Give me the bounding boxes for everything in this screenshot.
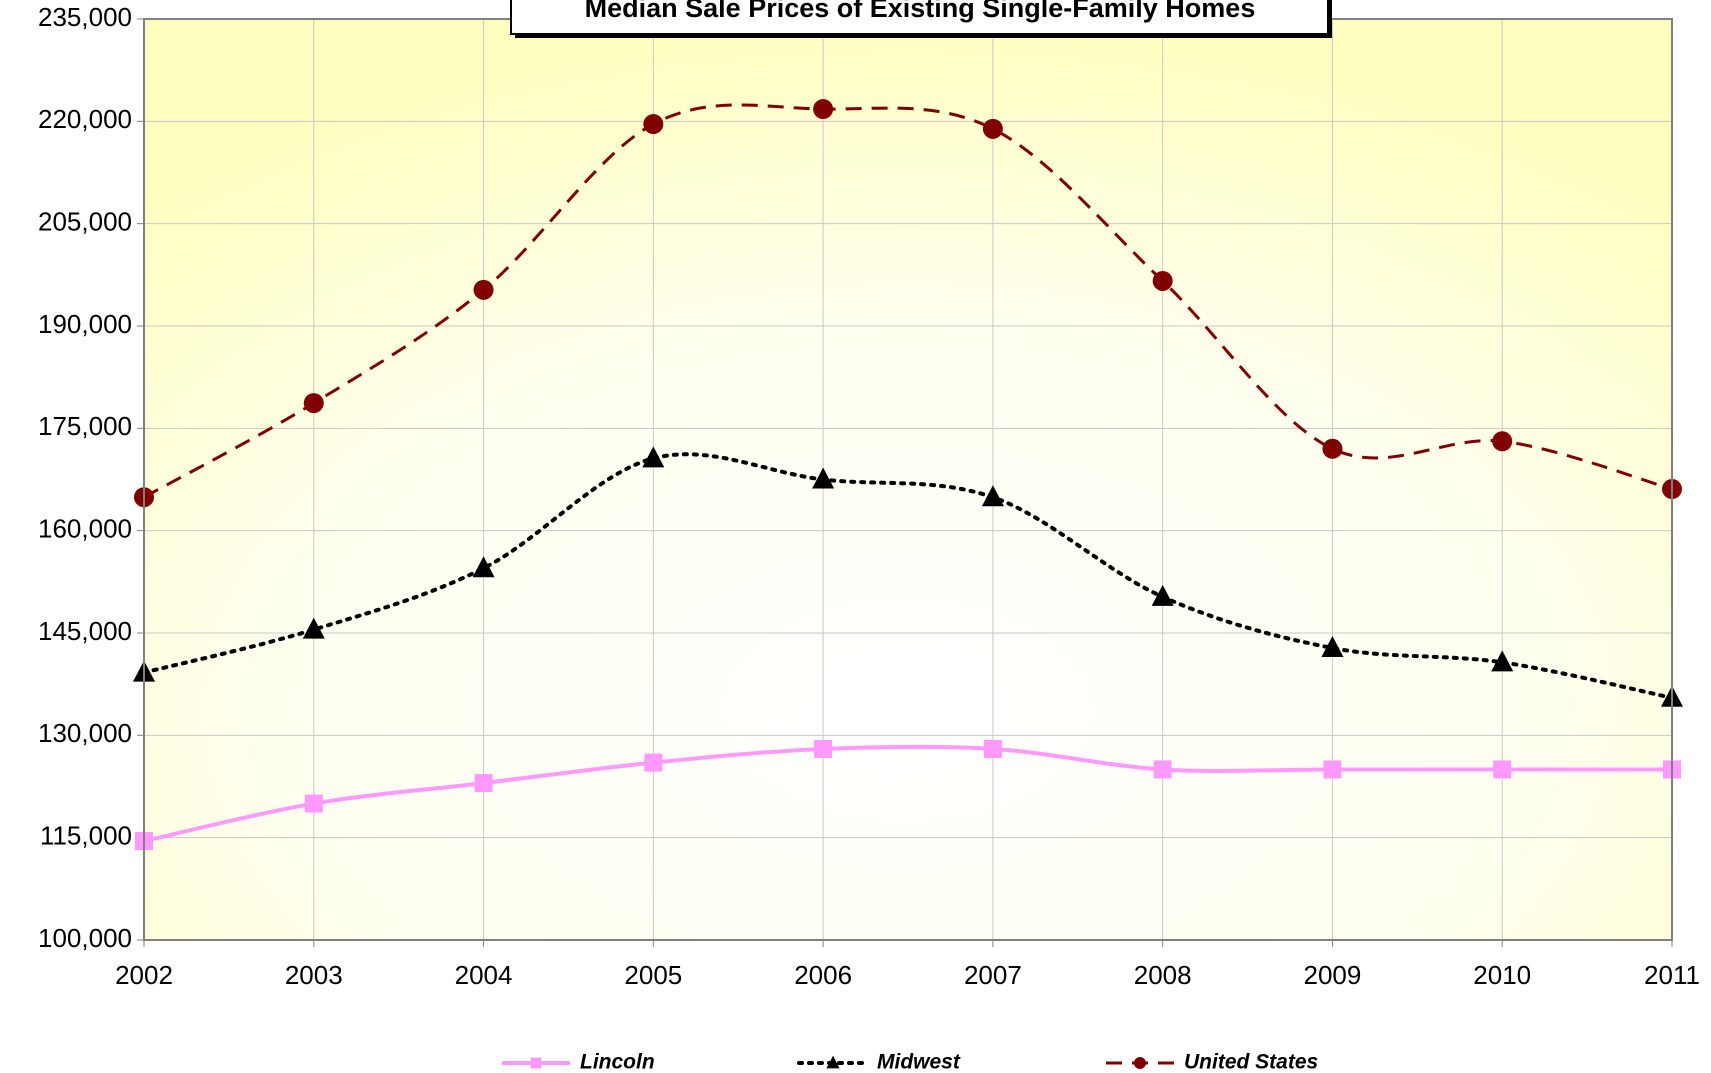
y-tick-label: 220,000	[38, 104, 132, 134]
x-tick-label: 2003	[285, 960, 343, 990]
x-tick-label: 2004	[455, 960, 513, 990]
marker	[474, 774, 493, 793]
x-tick-label: 2008	[1134, 960, 1192, 990]
marker	[1493, 760, 1512, 779]
y-tick-label: 175,000	[38, 411, 132, 441]
marker	[472, 556, 495, 578]
marker	[983, 739, 1002, 758]
marker	[1152, 270, 1173, 291]
series-line	[143, 103, 1673, 499]
series-line	[142, 452, 1674, 700]
x-tick-label: 2010	[1473, 960, 1531, 990]
marker	[1322, 438, 1343, 459]
legend-label: Midwest	[877, 1051, 961, 1073]
title-shadow	[515, 34, 1332, 38]
y-tick-label: 100,000	[38, 923, 132, 953]
chart-title: Median Sale Prices of Existing Single-Fa…	[585, 0, 1256, 23]
legend-label: United States	[1184, 1051, 1318, 1073]
plot-area	[144, 19, 1672, 940]
y-tick-label: 145,000	[38, 616, 132, 646]
marker	[813, 99, 834, 120]
marker	[303, 393, 324, 414]
marker	[982, 118, 1003, 139]
legend-marker	[1134, 1057, 1146, 1069]
x-tick-label: 2005	[624, 960, 682, 990]
y-tick-label: 205,000	[38, 207, 132, 237]
y-tick-label: 115,000	[40, 821, 132, 851]
title-shadow	[1328, 0, 1332, 38]
series-line	[143, 744, 1672, 844]
marker	[1323, 760, 1342, 779]
marker	[1492, 431, 1513, 452]
marker	[981, 485, 1004, 507]
marker	[642, 446, 665, 468]
x-tick-label: 2002	[115, 960, 173, 990]
legend-marker	[826, 1055, 840, 1069]
marker	[1491, 650, 1514, 672]
x-tick-label: 2006	[794, 960, 852, 990]
x-tick-label: 2007	[964, 960, 1022, 990]
marker	[473, 279, 494, 300]
y-tick-label: 235,000	[38, 2, 132, 32]
y-tick-label: 160,000	[38, 514, 132, 544]
marker	[1321, 636, 1344, 658]
legend-marker	[530, 1057, 542, 1069]
marker	[302, 617, 325, 639]
marker	[304, 794, 323, 813]
marker	[643, 114, 664, 135]
y-tick-label: 130,000	[38, 718, 132, 748]
marker	[1151, 584, 1174, 606]
legend-label: Lincoln	[580, 1051, 655, 1073]
marker	[1153, 760, 1172, 779]
x-tick-label: 2009	[1304, 960, 1362, 990]
y-tick-label: 190,000	[38, 309, 132, 339]
marker	[814, 739, 833, 758]
x-tick-label: 2011	[1644, 960, 1700, 990]
marker	[812, 467, 835, 489]
marker	[644, 753, 663, 772]
